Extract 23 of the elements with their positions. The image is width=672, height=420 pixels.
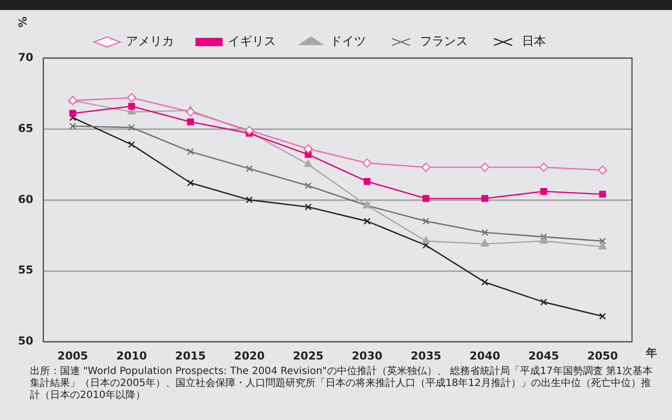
legend-label: ドイツ [330,34,366,48]
x-tick-label: 2035 [410,349,442,362]
x-tick-label: 2045 [528,349,560,362]
x-tick-label: 2030 [352,349,383,362]
x-tick-label: 2025 [292,349,324,362]
y-tick-label: 60 [18,192,34,206]
x-tick-label: 2005 [57,349,88,362]
y-tick-label: 55 [18,264,34,277]
legend-label: フランス [420,34,468,48]
x-tick-label: 2020 [234,349,265,362]
y-tick-label: 65 [18,122,34,135]
x-tick-label: 2050 [587,349,618,362]
legend-label: 日本 [522,34,546,48]
y-tick-label: 50 [18,334,34,348]
legend-label: イギリス [228,34,276,48]
x-tick-label: 2015 [175,349,206,362]
y-axis-title: % [15,16,28,28]
x-tick-label: 2010 [116,349,148,362]
text: 出所：国連 "World Population Prospects: The 2004 Revision"の中位推計（英米独仏）、 総務省統計局「平成17年国勢調査 第1次基本集計結果」（日本の2005年）、国立社会保障・人口問題研究所「日本の将来推計人口（平成18年12月推計）」の出生中位（死亡中位）推計（日本の2010年以降） [29,366,654,402]
x-axis-title: 年 [645,346,657,360]
y-tick-label: 70 [18,50,34,64]
x-tick-label: 2040 [470,349,500,362]
legend-label: アメリカ [126,34,174,48]
